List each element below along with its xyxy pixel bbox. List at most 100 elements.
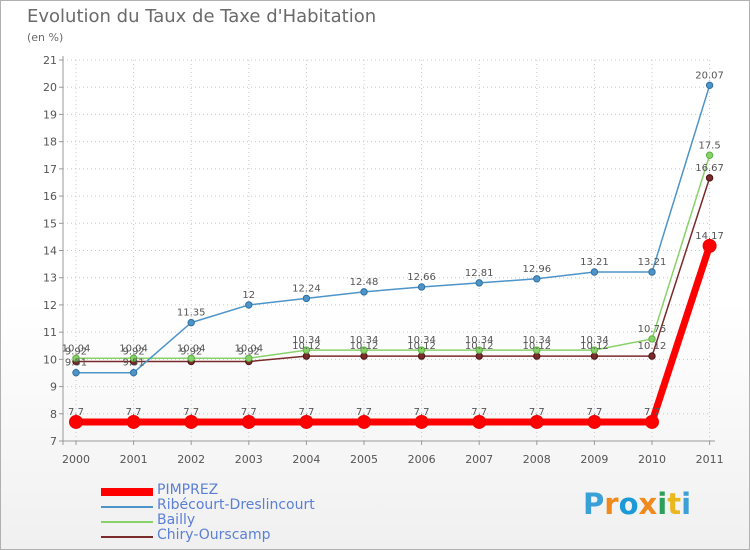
data-label: 9.92: [65, 347, 87, 358]
data-point: [357, 414, 371, 429]
data-label: 10.04: [119, 343, 148, 354]
data-point: [648, 352, 656, 360]
data-point: [475, 279, 483, 287]
data-point: [187, 354, 195, 362]
data-point: [126, 414, 141, 429]
data-point: [587, 414, 602, 429]
logo-letter: P: [583, 487, 605, 521]
data-label: 10.34: [292, 335, 321, 346]
data-label: 9.92: [180, 347, 202, 358]
data-point: [302, 352, 311, 360]
logo-letter: o: [618, 487, 639, 521]
data-point: [533, 275, 541, 283]
legend-swatch: [101, 521, 153, 523]
x-tick-label: 2007: [465, 453, 493, 466]
x-tick-label: 2010: [638, 453, 666, 466]
data-point: [590, 268, 599, 276]
data-label: 7.7: [298, 407, 314, 418]
y-tick-label: 12: [43, 299, 57, 312]
y-tick-label: 20: [43, 81, 57, 94]
x-tick-label: 2011: [696, 453, 724, 466]
data-point: [475, 346, 483, 354]
data-point: [245, 301, 253, 309]
y-tick-label: 11: [43, 326, 57, 339]
y-tick-label: 18: [43, 136, 57, 149]
legend-swatch: [101, 488, 153, 496]
y-tick-label: 17: [43, 163, 57, 176]
data-label: 9.92: [122, 347, 144, 358]
data-point: [129, 354, 138, 362]
legend-label: Bailly: [157, 512, 196, 528]
legend-label: Chiry-Ourscamp: [157, 527, 271, 543]
logo-letter: r: [604, 487, 619, 521]
data-label: 7.7: [529, 407, 545, 418]
data-point: [69, 414, 83, 429]
x-tick-label: 2002: [177, 453, 205, 466]
x-tick-label: 2003: [235, 453, 263, 466]
data-point: [417, 283, 426, 291]
y-tick-label: 16: [43, 190, 57, 203]
data-label: 10.12: [465, 341, 494, 352]
data-label: 10.34: [407, 335, 436, 346]
data-label: 12.24: [292, 283, 321, 294]
data-label: 10.12: [638, 341, 667, 352]
logo-letter: i: [681, 487, 692, 521]
series-line-bailly: [75, 154, 711, 360]
logo-letter: t: [667, 487, 682, 521]
data-point: [360, 352, 368, 360]
data-label: 10.12: [522, 341, 551, 352]
data-label: 9.51: [65, 358, 87, 369]
chart-title: Evolution du Taux de Taxe d'Habitation: [27, 6, 377, 27]
legend-swatch: [101, 506, 153, 508]
y-tick-label: 10: [43, 353, 57, 366]
data-point: [360, 346, 368, 354]
data-label: 10.04: [234, 343, 263, 354]
data-point: [472, 414, 487, 429]
y-tick-label: 7: [50, 435, 57, 448]
logo-letter: i: [657, 487, 668, 521]
data-label: 10.34: [522, 335, 551, 346]
data-label: 7.7: [471, 407, 487, 418]
y-tick-label: 21: [43, 54, 57, 67]
data-point: [705, 174, 714, 182]
x-tick-label: 2000: [62, 453, 90, 466]
data-label: 9.92: [238, 347, 260, 358]
data-label: 11.35: [177, 308, 206, 319]
data-label: 7.7: [586, 407, 602, 418]
data-label: 9.51: [122, 358, 144, 369]
data-point: [529, 414, 544, 429]
data-label: 12: [242, 290, 255, 301]
x-tick-label: 2005: [350, 453, 378, 466]
logo-letter: x: [638, 487, 658, 521]
data-label: 7.7: [356, 407, 372, 418]
data-point: [184, 414, 199, 429]
x-tick-label: 2001: [120, 453, 148, 466]
data-label: 10.12: [292, 341, 321, 352]
data-label: 10.04: [177, 343, 206, 354]
data-point: [475, 352, 483, 360]
y-tick-label: 14: [43, 245, 57, 258]
data-label: 13.21: [638, 257, 667, 268]
data-point: [645, 414, 659, 429]
data-label: 14.17: [695, 231, 724, 242]
chart-subtitle: (en %): [27, 31, 64, 44]
data-label: 10.12: [350, 341, 379, 352]
x-tick-label: 2008: [523, 453, 551, 466]
legend-label: Ribécourt-Dreslincourt: [157, 497, 315, 513]
data-point: [241, 414, 256, 429]
data-label: 10.34: [580, 335, 609, 346]
series-line-chiry-ourscamp: [75, 177, 711, 363]
data-point: [705, 81, 714, 90]
series-line-pimprez: [72, 242, 714, 426]
data-point: [302, 346, 311, 354]
x-tick-label: 2004: [292, 453, 320, 466]
data-label: 12.81: [465, 268, 494, 279]
data-label: 7.7: [414, 407, 430, 418]
data-point: [360, 288, 368, 296]
data-point: [533, 352, 541, 360]
data-label: 7.7: [183, 407, 199, 418]
data-label: 17.5: [698, 140, 720, 151]
data-label: 16.67: [695, 163, 724, 174]
data-label: 7.7: [126, 407, 142, 418]
